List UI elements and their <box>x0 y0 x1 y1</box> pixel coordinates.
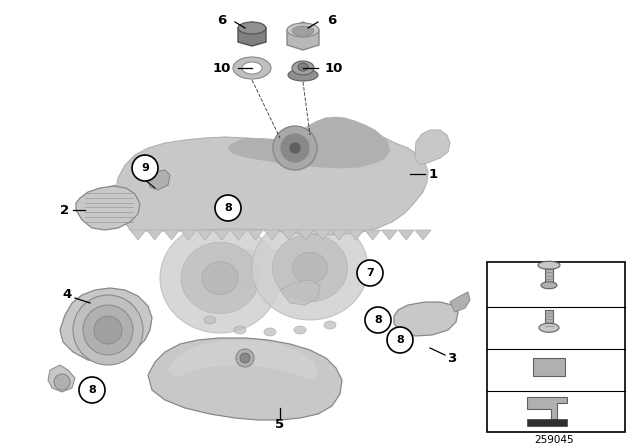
Ellipse shape <box>539 323 559 332</box>
Circle shape <box>387 327 413 353</box>
Polygon shape <box>280 280 320 305</box>
Polygon shape <box>527 397 567 419</box>
Circle shape <box>132 155 158 181</box>
Bar <box>533 358 565 376</box>
Polygon shape <box>164 230 180 240</box>
Ellipse shape <box>181 242 259 314</box>
Polygon shape <box>76 186 140 230</box>
Text: 3: 3 <box>447 352 456 365</box>
Ellipse shape <box>292 252 328 284</box>
Polygon shape <box>281 230 297 240</box>
Ellipse shape <box>204 316 216 324</box>
Ellipse shape <box>264 328 276 336</box>
Polygon shape <box>298 230 314 240</box>
Text: 5: 5 <box>275 418 285 431</box>
Text: 9: 9 <box>141 163 149 173</box>
Polygon shape <box>148 338 342 420</box>
Text: 10: 10 <box>213 61 231 74</box>
Polygon shape <box>115 118 428 235</box>
Circle shape <box>54 374 70 390</box>
Polygon shape <box>197 230 213 240</box>
Circle shape <box>365 307 391 333</box>
Circle shape <box>240 353 250 363</box>
Bar <box>487 262 625 432</box>
Polygon shape <box>148 170 170 190</box>
Polygon shape <box>264 230 280 240</box>
Polygon shape <box>168 340 318 380</box>
Text: 4: 4 <box>62 289 72 302</box>
Ellipse shape <box>538 261 560 269</box>
Text: 8: 8 <box>88 385 96 395</box>
Circle shape <box>83 305 133 355</box>
Ellipse shape <box>234 326 246 334</box>
Polygon shape <box>381 230 397 240</box>
Text: 8: 8 <box>497 319 506 332</box>
Polygon shape <box>394 302 458 336</box>
Circle shape <box>79 377 105 403</box>
Polygon shape <box>130 230 146 240</box>
Ellipse shape <box>233 57 271 79</box>
Polygon shape <box>228 117 390 168</box>
Polygon shape <box>314 230 330 240</box>
Ellipse shape <box>252 216 368 320</box>
Polygon shape <box>90 185 128 222</box>
Circle shape <box>73 295 143 365</box>
Polygon shape <box>365 230 381 240</box>
Polygon shape <box>398 230 414 240</box>
Ellipse shape <box>287 23 319 37</box>
Text: 8: 8 <box>396 335 404 345</box>
Ellipse shape <box>288 69 318 81</box>
Circle shape <box>236 349 254 367</box>
Polygon shape <box>214 230 230 240</box>
Polygon shape <box>450 292 470 312</box>
Ellipse shape <box>242 62 262 74</box>
Polygon shape <box>415 130 450 165</box>
Circle shape <box>94 316 122 344</box>
Text: 10: 10 <box>325 61 343 74</box>
Text: 7: 7 <box>497 362 506 375</box>
Polygon shape <box>348 230 364 240</box>
Text: 1: 1 <box>428 168 438 181</box>
Text: 6: 6 <box>218 13 227 26</box>
Circle shape <box>289 142 301 154</box>
Text: 6: 6 <box>328 13 337 26</box>
Ellipse shape <box>292 26 314 36</box>
Circle shape <box>215 195 241 221</box>
Polygon shape <box>331 230 347 240</box>
Polygon shape <box>238 22 266 46</box>
Polygon shape <box>48 365 75 392</box>
Polygon shape <box>147 230 163 240</box>
Ellipse shape <box>272 234 348 302</box>
Bar <box>545 310 553 328</box>
Text: 9: 9 <box>497 277 506 290</box>
FancyBboxPatch shape <box>230 250 300 288</box>
Circle shape <box>273 126 317 170</box>
Ellipse shape <box>202 262 238 294</box>
Bar <box>545 265 553 285</box>
Ellipse shape <box>238 22 266 34</box>
Text: 7: 7 <box>366 268 374 278</box>
Ellipse shape <box>292 61 314 75</box>
Ellipse shape <box>541 282 557 289</box>
Polygon shape <box>180 230 196 240</box>
Circle shape <box>357 260 383 286</box>
Ellipse shape <box>294 326 306 334</box>
Text: 2: 2 <box>60 203 70 216</box>
Polygon shape <box>247 230 263 240</box>
Circle shape <box>281 134 309 162</box>
Text: 8: 8 <box>224 203 232 213</box>
Polygon shape <box>230 230 246 240</box>
Polygon shape <box>415 230 431 240</box>
Polygon shape <box>60 288 152 362</box>
Text: 8: 8 <box>374 315 382 325</box>
Ellipse shape <box>160 223 280 333</box>
Ellipse shape <box>298 63 308 71</box>
Bar <box>527 419 567 426</box>
Ellipse shape <box>324 321 336 329</box>
Text: 259045: 259045 <box>534 435 574 445</box>
Polygon shape <box>287 22 319 50</box>
